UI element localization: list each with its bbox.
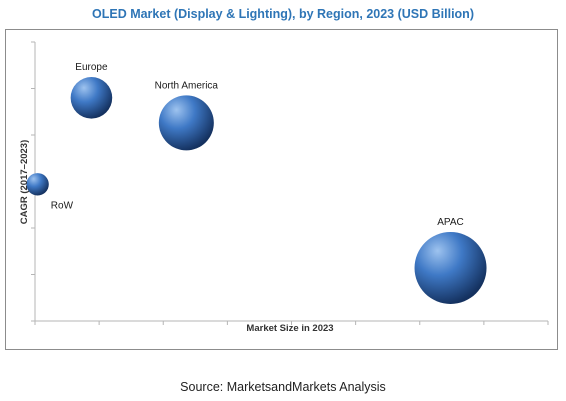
bubble-north-america <box>158 95 214 151</box>
bubble-europe <box>70 77 113 119</box>
bubble-label-row: RoW <box>51 201 74 212</box>
y-axis-title: CAGR (2017–2023) <box>19 140 30 225</box>
chart-title: OLED Market (Display & Lighting), by Reg… <box>92 7 474 21</box>
x-axis-title: Market Size in 2023 <box>246 323 333 334</box>
bubble-row <box>26 173 49 196</box>
source-note: Source: MarketsandMarkets Analysis <box>180 380 386 394</box>
bubbles <box>26 77 487 304</box>
bubble-label-europe: Europe <box>75 62 108 73</box>
bubble-label-apac: APAC <box>437 217 464 228</box>
chart-frame <box>5 29 558 350</box>
bubble-apac <box>414 231 487 304</box>
bubble-label-north-america: North America <box>155 80 219 91</box>
bubble-labels: Europe North America RoW APAC <box>51 62 464 228</box>
